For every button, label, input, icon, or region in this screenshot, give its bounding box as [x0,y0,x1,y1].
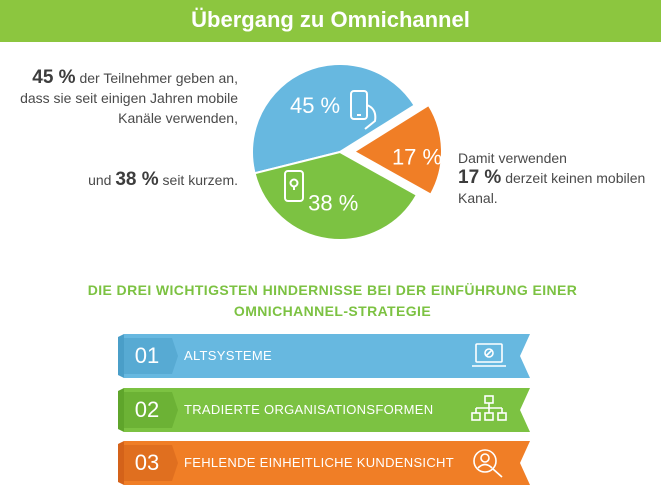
obstacle-label: ALTSYSTEME [184,348,273,363]
obstacle-number: 03 [134,450,160,475]
annotation-17-prefix: Damit verwenden [458,150,567,166]
phone-location-icon [284,170,304,202]
laptop-icon [472,343,506,367]
pie-slice-label: 45 % [290,93,340,118]
annotation-45-text: der Teilnehmer geben an, dass sie seit e… [20,70,238,126]
obstacle-item-03: 03 FEHLENDE EINHEITLICHE KUNDENSICHT [118,441,530,485]
annotation-38-value: 38 % [115,169,159,190]
annotation-45: 45 % der Teilnehmer geben an, dass sie s… [12,68,238,128]
pie-slice-label: 38 % [308,191,358,216]
page-title: Übergang zu Omnichannel [0,0,661,42]
annotation-17-text: derzeit keinen mobilen Kanal. [458,170,646,206]
annotation-38-text: seit kurzem. [158,172,238,188]
pie-slice [251,65,417,175]
annotation-38: und 38 % seit kurzem. [12,170,238,190]
pie-slice [253,150,419,241]
obstacle-label: TRADIERTE ORGANISATIONSFORMEN [184,402,434,417]
obstacle-item-01: 01 ALTSYSTEME [118,334,530,378]
pie-chart: 45 % 17 % 38 % [251,65,443,241]
annotation-38-prefix: und [88,172,116,188]
phone-hand-icon [350,90,377,130]
obstacle-number: 01 [134,343,160,368]
pie-slice-label: 17 % [392,144,442,169]
org-chart-icon [471,395,507,421]
obstacles-title: DIE DREI WICHTIGSTEN HINDERNISSE BEI DER… [87,282,578,319]
annotation-17-value: 17 % [458,167,502,188]
annotation-45-value: 45 % [32,67,76,88]
obstacle-label: FEHLENDE EINHEITLICHE KUNDENSICHT [184,455,454,470]
obstacle-item-02: 02 TRADIERTE ORGANISATIONSFORMEN [118,388,530,432]
annotation-17: Damit verwenden 17 % derzeit keinen mobi… [458,148,658,208]
pie-slice [352,103,443,196]
customer-search-icon [473,449,503,478]
obstacle-number: 02 [134,397,160,422]
